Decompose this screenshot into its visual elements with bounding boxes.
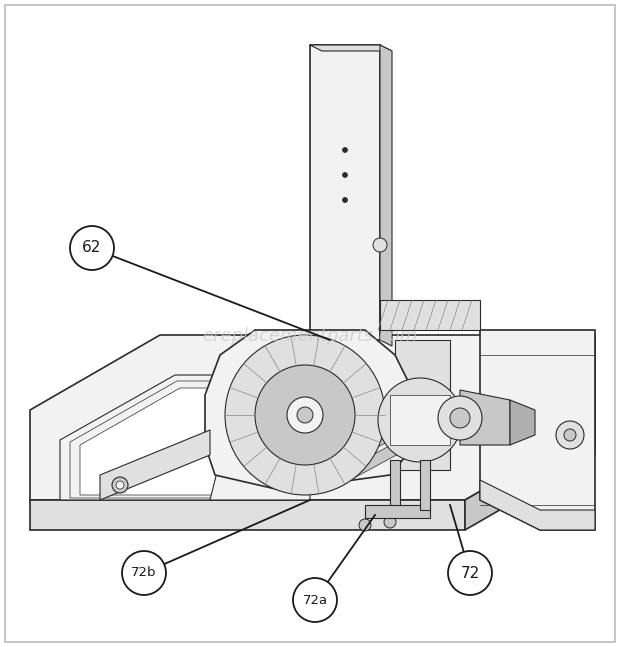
Circle shape: [448, 551, 492, 595]
Circle shape: [378, 378, 462, 462]
Circle shape: [287, 397, 323, 433]
Circle shape: [556, 421, 584, 449]
Polygon shape: [310, 45, 392, 51]
Text: 72a: 72a: [303, 593, 327, 606]
Polygon shape: [395, 340, 450, 470]
Polygon shape: [510, 400, 535, 445]
Circle shape: [450, 408, 470, 428]
Polygon shape: [365, 505, 430, 518]
Circle shape: [122, 551, 166, 595]
Polygon shape: [380, 300, 480, 330]
Polygon shape: [390, 395, 450, 445]
Polygon shape: [30, 500, 465, 530]
Circle shape: [342, 197, 347, 203]
Polygon shape: [390, 460, 400, 510]
Circle shape: [438, 396, 482, 440]
Circle shape: [70, 226, 114, 270]
Text: ereplacementparts.com: ereplacementparts.com: [202, 327, 418, 345]
Polygon shape: [205, 330, 415, 490]
Polygon shape: [480, 480, 595, 530]
Circle shape: [116, 481, 124, 489]
Polygon shape: [100, 430, 210, 500]
Text: 72b: 72b: [131, 567, 157, 580]
Text: 62: 62: [82, 241, 102, 256]
Polygon shape: [210, 340, 310, 500]
Circle shape: [255, 365, 355, 465]
Polygon shape: [30, 335, 595, 500]
Polygon shape: [420, 460, 430, 510]
Circle shape: [297, 407, 313, 423]
Circle shape: [373, 238, 387, 252]
Polygon shape: [330, 395, 450, 473]
Circle shape: [359, 519, 371, 531]
Polygon shape: [330, 413, 450, 491]
Circle shape: [112, 477, 128, 493]
Polygon shape: [80, 388, 375, 495]
Circle shape: [342, 173, 347, 177]
Circle shape: [564, 429, 576, 441]
Text: 72: 72: [461, 565, 480, 580]
Circle shape: [384, 516, 396, 528]
Circle shape: [293, 578, 337, 622]
Polygon shape: [310, 45, 380, 340]
Polygon shape: [460, 390, 510, 445]
Circle shape: [225, 335, 385, 495]
Polygon shape: [480, 330, 595, 530]
Polygon shape: [465, 425, 595, 530]
Polygon shape: [60, 375, 400, 500]
Polygon shape: [380, 45, 392, 346]
Circle shape: [342, 148, 347, 153]
